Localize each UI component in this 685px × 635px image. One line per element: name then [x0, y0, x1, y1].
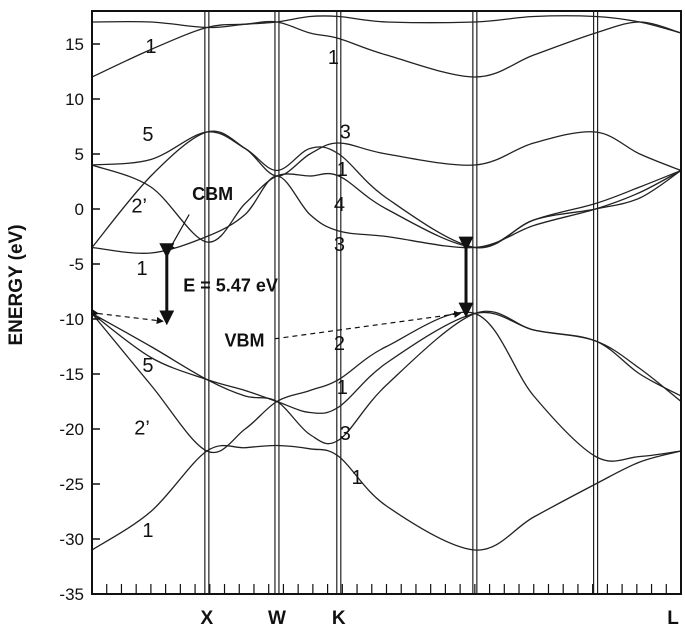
y-tick-label-0: 15 [65, 35, 84, 54]
k-point-label-3: K [332, 608, 346, 629]
k-point-label-1: X [201, 608, 214, 629]
band-6 [91, 130, 682, 248]
band-8 [91, 20, 682, 78]
annotations: CBM E = 5.47 eV VBM [91, 184, 474, 351]
band-3 [91, 310, 682, 445]
y-tick-label-9: -30 [59, 530, 84, 549]
y-tick-label-4: -5 [69, 255, 84, 274]
y-tick-label-2: 5 [75, 145, 84, 164]
band-label-4: 1 [337, 159, 348, 181]
band-0 [91, 444, 682, 551]
band-1 [91, 311, 682, 462]
y-tick-label-8: -25 [59, 475, 84, 494]
band-5 [91, 164, 682, 249]
energy-bands [91, 15, 682, 551]
band-label-14: 1 [351, 467, 362, 489]
band-label-12: 2’ [134, 418, 150, 440]
cbm-pointer-arrow [167, 214, 190, 252]
band-label-6: 4 [334, 194, 345, 216]
band-label-0: 1 [145, 36, 156, 58]
band-label-2: 5 [142, 124, 153, 146]
k-point-lines [204, 11, 599, 594]
y-tick-label-6: -15 [59, 365, 84, 384]
band-label-3: 3 [340, 122, 351, 144]
y-tick-label-1: 10 [65, 90, 84, 109]
annotation-0: CBM [192, 184, 233, 204]
k-point-label-2: W [268, 608, 286, 629]
band-label-9: 2 [334, 333, 345, 355]
vbm-connector-left [91, 309, 164, 325]
k-point-label-6: L [667, 608, 679, 629]
y-tick-label-5: -10 [59, 310, 84, 329]
band-4 [91, 169, 682, 254]
vbm-connector-right [274, 310, 462, 340]
band-2 [91, 311, 682, 414]
y-tick-label-3: 0 [75, 200, 84, 219]
y-tick-label-7: -20 [59, 420, 84, 439]
band-9 [91, 15, 682, 34]
band-label-5: 2’ [131, 195, 147, 217]
annotation-1: E = 5.47 eV [183, 276, 278, 296]
band-7 [91, 131, 682, 249]
band-label-10: 5 [142, 355, 153, 377]
band-label-1: 1 [328, 47, 339, 69]
band-label-8: 1 [137, 258, 148, 280]
y-axis-label: ENERGY (eV) [6, 224, 27, 345]
y-tick-label-10: -35 [59, 585, 84, 604]
annotation-2: VBM [225, 331, 265, 351]
band-label-7: 3 [334, 234, 345, 256]
band-label-11: 1 [337, 377, 348, 399]
band-label-13: 3 [340, 423, 351, 445]
band-label-15: 1 [142, 520, 153, 542]
